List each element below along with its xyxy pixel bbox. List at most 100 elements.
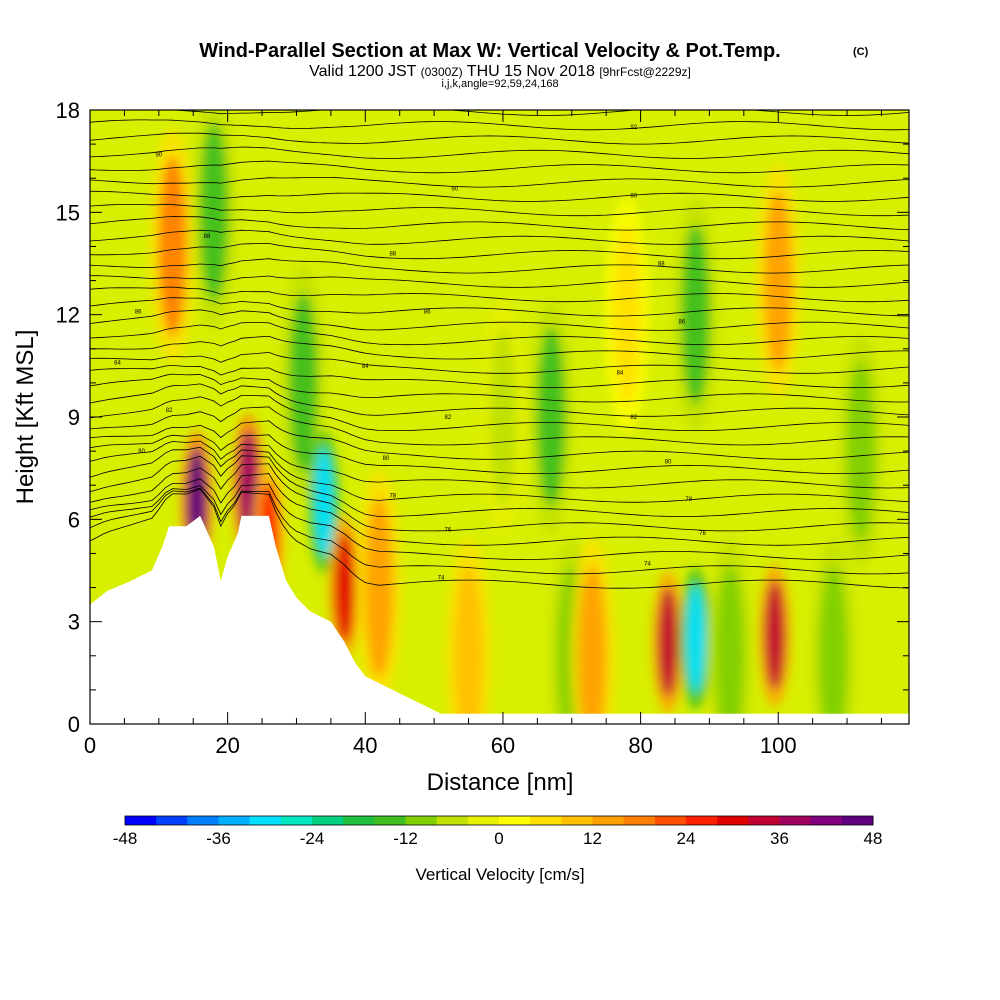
isentrope-label-23: 74: [438, 575, 445, 581]
subtitle-zulu: (0300Z): [421, 65, 463, 79]
terrain: [90, 515, 909, 724]
velocity-field: [150, 110, 884, 724]
colorbar-swatch-11: [467, 816, 500, 825]
isentrope-label-21: 76: [445, 528, 452, 534]
colorbar-tick--24: -24: [300, 829, 325, 848]
velocity-cell-16: [685, 583, 706, 694]
isentrope-line-25: [90, 216, 909, 231]
isentrope-line-21: [90, 275, 909, 288]
x-tick-label-20: 20: [215, 733, 239, 758]
isentrope-line-20: [90, 286, 909, 303]
colorbar-tick-36: 36: [770, 829, 789, 848]
colorbar-swatch-9: [405, 816, 438, 825]
colorbar-label: Vertical Velocity [cm/s]: [415, 865, 584, 884]
isentrope-line-16: [90, 335, 909, 360]
isentrope-label-20: 78: [685, 497, 692, 503]
isentrope-label-14: 82: [445, 415, 452, 421]
isentrope-line-12: [90, 383, 909, 417]
isentrope-label-18: 80: [665, 459, 672, 465]
isentrope-line-0: [90, 488, 909, 589]
isentrope-label-15: 82: [630, 415, 637, 421]
isentrope-line-10: [90, 406, 909, 446]
isentrope-label-12: 84: [617, 371, 624, 377]
colorbar-swatch-10: [436, 816, 469, 825]
isentrope-label-6: 88: [658, 262, 665, 268]
velocity-cell-9: [454, 565, 483, 724]
isentrope-label-8: 86: [424, 309, 431, 315]
y-axis-label: Height [Kft MSL]: [12, 330, 39, 505]
isentrope-label-16: 80: [138, 449, 145, 455]
y-tick-label-0: 0: [68, 712, 80, 737]
isentrope-line-14: [90, 364, 909, 389]
isentrope-line-8: [90, 434, 909, 474]
colorbar-tick--48: -48: [113, 829, 138, 848]
isentrope-line-18: [90, 309, 909, 331]
velocity-cell-8: [365, 497, 394, 678]
isentrope-line-5: [90, 455, 909, 517]
colorbar-swatch-0: [125, 816, 157, 825]
x-tick-label-0: 0: [84, 733, 96, 758]
x-tick-label-60: 60: [491, 733, 515, 758]
isentrope-label-13: 82: [166, 408, 173, 414]
isentrope-labels: 90 90 90 92 88 88 88 86 86 86 84 84 84 82 82 82 80 80 80 78…: [114, 125, 706, 581]
isentrope-label-5: 88: [389, 251, 396, 257]
isentrope-line-30: [90, 146, 909, 159]
y-tick-label-12: 12: [56, 303, 80, 328]
isentrope-line-27: [90, 190, 909, 202]
isentrope-line-13: [90, 373, 909, 403]
isentrope-line-23: [90, 243, 909, 260]
isentrope-line-28: [90, 177, 909, 188]
isentrope-line-17: [90, 322, 909, 346]
colorbar-swatch-16: [623, 816, 656, 825]
velocity-cell-7: [334, 532, 355, 643]
plot-area: 90 90 90 92 88 88 88 86 86 86 84 84 84 82 82 82 80 80 80 78…: [90, 92, 909, 724]
isentrope-line-33: [169, 110, 909, 116]
x-tick-label-100: 100: [760, 733, 797, 758]
y-tick-label-6: 6: [68, 507, 80, 532]
isentrope-line-24: [90, 229, 909, 245]
velocity-cell-0: [158, 156, 187, 337]
isentrope-line-11: [90, 395, 909, 431]
isentrope-line-7: [90, 440, 909, 489]
y-axis-ticks: 0 3 6 9 12 15 18: [56, 98, 909, 737]
y-tick-label-18: 18: [56, 98, 80, 123]
velocity-cell-22: [846, 361, 875, 542]
isentrope-label-19: 78: [389, 493, 396, 499]
colorbar-swatch-3: [218, 816, 251, 825]
isentrope-line-26: [90, 204, 909, 217]
colorbar-swatch-8: [374, 816, 406, 825]
colorbar-swatch-14: [561, 816, 593, 825]
y-tick-label-9: 9: [68, 405, 80, 430]
y-tick-label-3: 3: [68, 610, 80, 635]
velocity-cell-17: [681, 224, 710, 405]
isentrope-label-4: 88: [204, 234, 211, 240]
velocity-cell-20: [764, 190, 793, 371]
isentrope-label-17: 80: [383, 456, 390, 462]
isentrope-line-34: [90, 92, 909, 101]
isentrope-line-22: [90, 258, 909, 274]
colorbar-swatch-21: [779, 816, 812, 825]
isentrope-contours: [90, 92, 909, 589]
colorbar-swatch-13: [530, 816, 562, 825]
colorbar-swatch-2: [187, 816, 219, 825]
isentrope-line-32: [90, 119, 909, 131]
isentrope-line-15: [90, 351, 909, 374]
velocity-cell-15: [658, 587, 679, 698]
chart-subtitle-indices: i,j,k,angle=92,59,24,168: [441, 78, 558, 90]
velocity-cell-21: [819, 565, 848, 724]
colorbar-swatch-19: [717, 816, 749, 825]
isentrope-line-4: [90, 463, 909, 532]
isentrope-label-0: 90: [155, 152, 162, 158]
colorbar-tick-12: 12: [583, 829, 602, 848]
colorbar-tick--36: -36: [206, 829, 231, 848]
colorbar-tick--12: -12: [393, 829, 418, 848]
title-mark: (C): [853, 46, 869, 58]
isentrope-line-9: [90, 420, 909, 460]
colorbar-tick-24: 24: [677, 829, 696, 848]
colorbar-swatch-22: [810, 816, 843, 825]
velocity-cell-18: [716, 565, 745, 724]
isentrope-label-9: 86: [679, 319, 686, 325]
subtitle-valid: Valid 1200 JST: [309, 63, 417, 80]
colorbar-frame: [124, 815, 874, 826]
